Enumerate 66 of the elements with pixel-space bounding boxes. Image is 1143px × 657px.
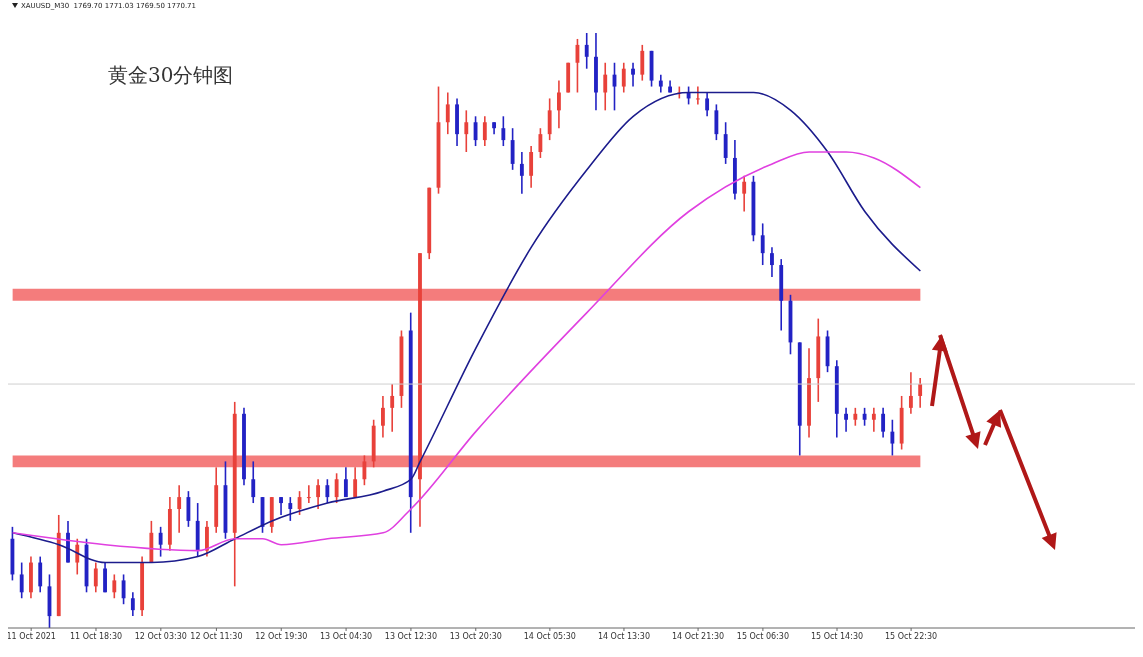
candlestick	[205, 520, 209, 558]
candlestick	[714, 103, 719, 141]
candlestick	[844, 407, 848, 433]
candlestick	[742, 175, 747, 213]
x-tick-label: 12 Oct 03:30	[134, 631, 187, 641]
candlestick	[186, 490, 191, 528]
candlestick	[584, 33, 589, 70]
candlestick	[519, 151, 524, 195]
candlestick	[695, 85, 700, 106]
candlestick	[881, 407, 886, 439]
x-tick-label: 14 Oct 05:30	[523, 631, 576, 641]
candlestick	[603, 61, 608, 112]
x-tick-label: 15 Oct 22:30	[885, 631, 938, 641]
candlestick	[760, 222, 765, 266]
candlestick	[723, 121, 728, 165]
candlestick	[121, 573, 126, 605]
candlestick	[251, 460, 256, 504]
candlestick	[390, 383, 395, 433]
candlestick	[918, 377, 923, 409]
candlestick	[908, 371, 913, 415]
candlestick	[38, 555, 43, 594]
x-tick-label: 15 Oct 14:30	[810, 631, 864, 641]
candlestick	[306, 484, 311, 504]
x-tick-label: 13 Oct 12:30	[384, 631, 437, 641]
candlestick	[93, 561, 98, 594]
candlestick	[343, 466, 348, 498]
candlestick	[316, 478, 321, 510]
candlestick	[510, 127, 515, 171]
x-tick-label: 14 Oct 13:30	[597, 631, 651, 641]
text: 黄金30分钟图	[108, 62, 234, 89]
candlestick	[482, 115, 487, 147]
candlestick	[871, 407, 876, 433]
x-tick-label: 11 Oct 18:30	[69, 631, 123, 641]
candlestick	[445, 91, 450, 135]
x-tick-label: 12 Oct 11:30	[190, 631, 243, 641]
candlestick	[538, 127, 543, 159]
candlestick	[353, 466, 358, 498]
x-tick-label: 12 Oct 19:30	[255, 631, 308, 641]
candlestick	[557, 79, 561, 129]
candlestick	[770, 246, 774, 278]
candlestick	[325, 478, 330, 504]
candlestick	[112, 573, 117, 600]
candlestick	[631, 61, 635, 88]
x-tick-label: 15 Oct 06:30	[736, 631, 789, 641]
candlestick	[75, 537, 80, 576]
candlestick	[501, 115, 506, 147]
x-tick-label: 13 Oct 04:30	[320, 631, 373, 641]
x-tick-label: 13 Oct 20:30	[449, 631, 502, 641]
candlestick	[705, 91, 710, 118]
candlestick	[621, 61, 626, 94]
x-tick-label: 11 Oct 2021	[6, 631, 56, 641]
candlestick	[103, 561, 107, 594]
candlestick	[334, 472, 339, 504]
candlestick	[158, 526, 163, 558]
candlestick	[464, 109, 469, 153]
candlestick	[288, 496, 293, 522]
candlestick	[177, 484, 182, 534]
candlestick	[640, 44, 645, 82]
candlestick	[547, 97, 552, 141]
candlestick	[529, 145, 534, 189]
candlestick	[19, 561, 24, 600]
candlestick	[890, 418, 895, 457]
candlestick	[130, 591, 135, 617]
candlestick	[362, 454, 367, 486]
x-tick-label: 14 Oct 21:30	[671, 631, 725, 641]
candlestick	[381, 395, 385, 439]
